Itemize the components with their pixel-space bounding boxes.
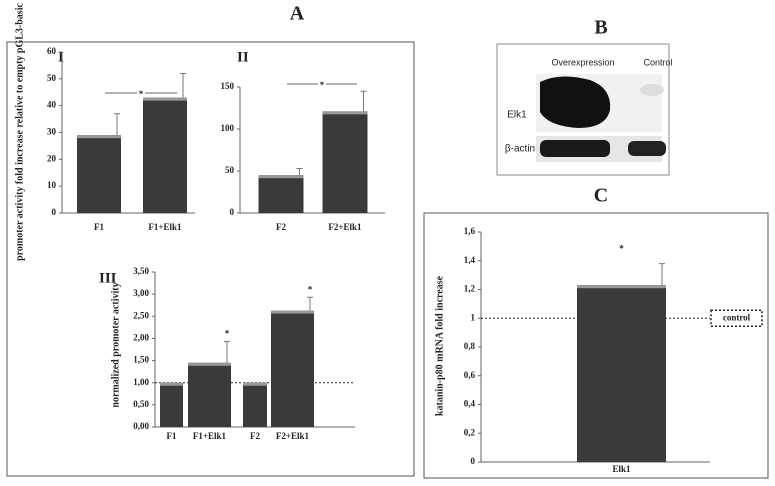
y-tick-label: 10: [47, 180, 57, 190]
y-tick-label: 2,50: [133, 310, 149, 320]
x-tick-label: F1+Elk1: [148, 222, 182, 232]
y-tick-label: 0,8: [464, 341, 476, 351]
reference-label-box: [710, 309, 763, 327]
bar-highlight: [188, 362, 231, 366]
y-tick-label: 0: [52, 207, 57, 217]
bar-highlight: [160, 382, 183, 386]
panel-frame: [423, 212, 769, 479]
bracket-gap: [137, 89, 145, 97]
blot-row: Elk1: [507, 110, 527, 121]
bar: [322, 111, 368, 213]
x-tick-label: F1+Elk1: [193, 431, 227, 441]
error-bar: [360, 90, 367, 112]
y-axis-label: normalized promoter activity: [110, 282, 121, 407]
bar-highlight: [243, 382, 267, 386]
bar: [271, 310, 314, 427]
bar: [160, 382, 183, 427]
panel-label: B: [594, 17, 607, 39]
x-tick-label: F2: [276, 222, 286, 232]
bar-highlight: [322, 111, 368, 115]
blot-column: Control: [643, 57, 672, 67]
chart-title: III: [99, 270, 117, 286]
y-tick-label: 1,2: [464, 284, 476, 294]
reference-label: control: [723, 312, 751, 322]
y-tick-label: 3,00: [133, 288, 149, 298]
bar-highlight: [143, 97, 187, 101]
blot: Overexpression Control Elk1 β-actin: [496, 43, 673, 176]
significance-star: *: [320, 80, 325, 90]
y-tick-label: 1,6: [464, 226, 476, 236]
y-tick-label: 0,50: [133, 399, 149, 409]
blot-row: β-actin: [505, 144, 535, 155]
y-tick-label: 0: [471, 456, 476, 466]
y-tick-label: 1,50: [133, 355, 149, 365]
chart-title: I: [58, 49, 64, 65]
significance-star: *: [619, 244, 624, 254]
chart-title: II: [237, 49, 249, 65]
y-tick-label: 1,00: [133, 377, 149, 387]
x-tick-label: F1: [94, 222, 104, 232]
y-tick-label: 0: [230, 207, 235, 217]
bar-highlight: [258, 175, 304, 179]
x-tick-label: F2: [250, 431, 260, 441]
y-tick-label: 0,6: [464, 370, 476, 380]
error-bar: [296, 167, 303, 176]
significance-star: *: [139, 89, 144, 99]
panel-label: A: [290, 3, 305, 25]
y-tick-label: 30: [47, 127, 57, 137]
error-bar: [307, 296, 313, 311]
error-bar: [114, 113, 120, 136]
significance-star: *: [308, 284, 313, 294]
error-bar: [224, 341, 230, 363]
panel-frame: [6, 41, 415, 477]
x-tick-label: F2+Elk1: [276, 431, 310, 441]
x-tick-label: F1: [167, 431, 177, 441]
y-tick-label: 0,2: [464, 427, 476, 437]
significance-star: *: [225, 329, 230, 339]
bar: [258, 175, 304, 213]
bar: [77, 135, 121, 213]
y-tick-label: 50: [225, 165, 235, 175]
blot-column: Overexpression: [551, 57, 614, 67]
y-tick-label: 1,4: [464, 255, 476, 265]
panel-label: C: [594, 185, 608, 207]
y-tick-label: 0,4: [464, 399, 476, 409]
bar: [243, 382, 267, 427]
y-axis-label: katanin-p80 mRNA fold increase: [434, 275, 445, 416]
bar: [188, 362, 231, 427]
y-axis-label: promoter activity fold increase relative…: [14, 3, 25, 261]
y-tick-label: 20: [47, 153, 57, 163]
y-tick-label: 3,50: [133, 266, 149, 276]
y-tick-label: 50: [47, 73, 57, 83]
bar: [143, 97, 187, 213]
bracket-gap: [318, 80, 326, 88]
y-tick-label: 2,00: [133, 332, 149, 342]
y-tick-label: 0,00: [133, 421, 149, 431]
error-bar: [180, 72, 186, 98]
y-tick-label: 40: [47, 100, 57, 110]
y-tick-label: 1: [471, 312, 476, 322]
x-tick-label: F2+Elk1: [328, 222, 362, 232]
bar-highlight: [271, 310, 314, 314]
x-tick-label: Elk1: [612, 464, 631, 474]
bar-highlight: [77, 135, 121, 139]
y-tick-label: 150: [221, 81, 235, 91]
y-tick-label: 100: [221, 123, 235, 133]
bar-highlight: [577, 285, 666, 289]
y-tick-label: 60: [47, 46, 57, 56]
error-bar: [659, 263, 665, 286]
bar: [577, 285, 666, 462]
